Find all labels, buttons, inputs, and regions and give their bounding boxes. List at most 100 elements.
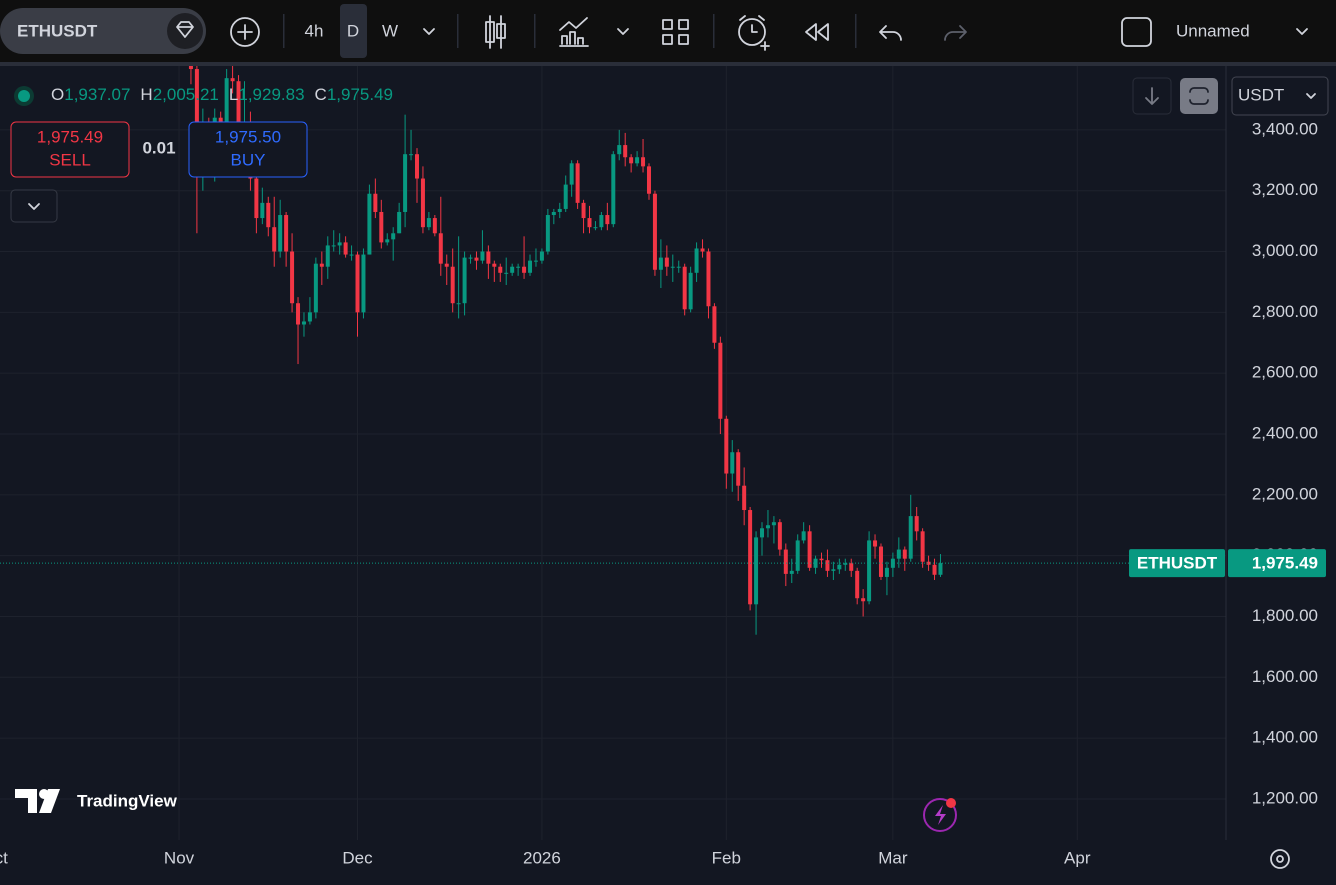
y-tick-label: 3,000.00 bbox=[1252, 241, 1318, 260]
candle-body bbox=[641, 157, 646, 167]
interval-button[interactable]: W bbox=[382, 21, 398, 40]
symbol-name[interactable]: ETHUSDT bbox=[17, 21, 98, 40]
candle-body bbox=[771, 522, 776, 526]
candle-body bbox=[290, 251, 295, 304]
price-axis bbox=[1226, 66, 1336, 840]
candle-body bbox=[539, 251, 544, 261]
candle-body bbox=[480, 251, 485, 261]
candle-body bbox=[575, 163, 580, 203]
settings-button[interactable] bbox=[1270, 849, 1290, 869]
buy-price[interactable]: 1,975.50 bbox=[215, 127, 281, 146]
order-quantity[interactable]: 0.01 bbox=[142, 138, 175, 157]
candle-body bbox=[414, 154, 419, 179]
candle-body bbox=[902, 549, 907, 559]
sell-price[interactable]: 1,975.49 bbox=[37, 127, 103, 146]
separator bbox=[534, 14, 536, 48]
candle-body bbox=[373, 193, 378, 212]
candle-body bbox=[926, 561, 931, 565]
candle-body bbox=[307, 312, 312, 322]
buy-box[interactable] bbox=[188, 121, 308, 178]
time-axis bbox=[0, 840, 1336, 885]
candle-body bbox=[867, 540, 872, 602]
candle-body bbox=[825, 560, 830, 571]
interval-dropdown[interactable] bbox=[423, 28, 435, 35]
alert-icon bbox=[739, 15, 770, 51]
separator bbox=[283, 14, 285, 48]
legend-value: 2,005.21 bbox=[153, 85, 219, 104]
candle-body bbox=[569, 163, 574, 185]
candle-body bbox=[706, 251, 711, 307]
assistant-icon bbox=[935, 805, 946, 825]
y-tick-label: 1,600.00 bbox=[1252, 667, 1318, 686]
candle-body bbox=[533, 260, 538, 262]
layout-dropdown[interactable] bbox=[1296, 28, 1308, 35]
sell-box[interactable] bbox=[10, 121, 130, 178]
layout-icon[interactable] bbox=[1121, 17, 1152, 47]
legend-key: H bbox=[140, 85, 152, 104]
trade-expand-button[interactable] bbox=[10, 189, 58, 223]
interval-button[interactable]: D bbox=[347, 21, 359, 40]
candle-body bbox=[801, 531, 806, 541]
candle-body bbox=[355, 254, 360, 313]
status-dot bbox=[18, 90, 30, 102]
candle-body bbox=[397, 211, 402, 234]
chart-type-button[interactable] bbox=[485, 15, 506, 49]
candle-body bbox=[545, 215, 550, 252]
sync-button[interactable] bbox=[1180, 78, 1218, 114]
assistant-button[interactable] bbox=[923, 798, 957, 832]
buy-button[interactable]: 1,975.50 BUY bbox=[188, 121, 308, 178]
undo-button[interactable] bbox=[879, 25, 902, 41]
y-tick-label: 2,600.00 bbox=[1252, 363, 1318, 382]
candle-body bbox=[462, 257, 467, 304]
candle-body bbox=[884, 567, 889, 577]
sell-button[interactable]: 1,975.49 SELL bbox=[10, 121, 130, 178]
candle-body bbox=[266, 202, 271, 228]
symbol-search[interactable]: ETHUSDT bbox=[0, 8, 206, 54]
candle-body bbox=[581, 202, 586, 219]
candle-body bbox=[849, 563, 854, 571]
candle-body bbox=[736, 452, 741, 486]
candle-body bbox=[920, 531, 925, 562]
indicators-dropdown[interactable] bbox=[617, 28, 629, 35]
notification-dot bbox=[946, 798, 956, 808]
currency[interactable]: USDT bbox=[1238, 85, 1284, 104]
candle-body bbox=[688, 272, 693, 310]
y-tick-label: 2,200.00 bbox=[1252, 484, 1318, 503]
candle-body bbox=[783, 549, 788, 574]
buy-label[interactable]: BUY bbox=[231, 150, 266, 169]
y-tick-label: 2,800.00 bbox=[1252, 302, 1318, 321]
interval-button[interactable]: 4h bbox=[305, 21, 324, 40]
candle-body bbox=[914, 516, 919, 532]
legend-value: 1,975.49 bbox=[327, 85, 393, 104]
add-symbol-button[interactable] bbox=[230, 17, 260, 47]
candle-body bbox=[789, 570, 794, 574]
price-tag bbox=[1228, 549, 1326, 578]
candle-body bbox=[444, 263, 449, 267]
candle-body bbox=[599, 215, 604, 228]
candle-body bbox=[522, 266, 527, 273]
settings-icon bbox=[1276, 855, 1284, 863]
candle-body bbox=[861, 598, 866, 602]
candle-body bbox=[694, 248, 699, 273]
candle-body bbox=[331, 245, 336, 247]
symbol-pill[interactable] bbox=[0, 8, 206, 54]
candle-body bbox=[831, 569, 836, 571]
currency-selector[interactable] bbox=[1231, 76, 1329, 116]
candle-body bbox=[379, 211, 384, 243]
indicators-button[interactable] bbox=[559, 17, 589, 47]
candle-body bbox=[486, 251, 491, 264]
layout-name[interactable]: Unnamed bbox=[1176, 21, 1250, 40]
candle-body bbox=[325, 245, 330, 267]
redo-button[interactable] bbox=[944, 25, 967, 41]
candle-body bbox=[605, 215, 610, 225]
replay-button[interactable] bbox=[805, 23, 829, 41]
trade-expand-icon bbox=[28, 203, 40, 210]
layouts-button[interactable] bbox=[662, 19, 689, 45]
sell-label[interactable]: SELL bbox=[49, 150, 91, 169]
candle-body bbox=[426, 218, 431, 228]
candle-body bbox=[682, 266, 687, 310]
y-tick-label: 1,400.00 bbox=[1252, 728, 1318, 747]
alert-button[interactable] bbox=[738, 18, 766, 46]
candle-body bbox=[932, 564, 937, 575]
